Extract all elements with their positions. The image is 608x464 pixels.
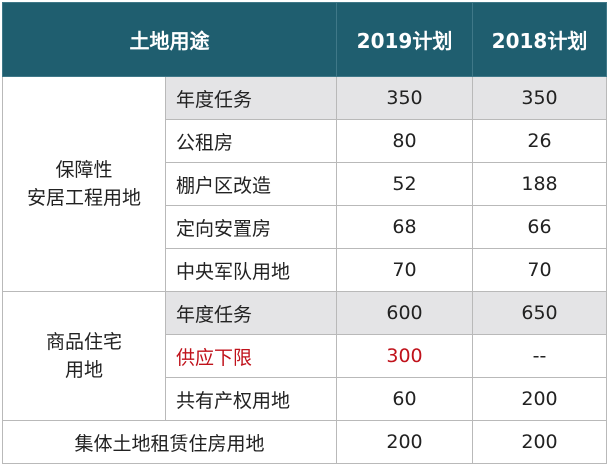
footer-label-cell: 集体土地租赁住房用地 (2, 420, 337, 464)
header-2019-plan: 2019计划 (336, 2, 473, 77)
group-label-line: 安居工程用地 (26, 187, 141, 209)
value-2019-cell: 350 (336, 76, 473, 120)
table-row: 共有产权用地 60 200 (3, 377, 607, 421)
item-cell: 定向安置房 (165, 205, 337, 249)
item-cell: 年度任务 (165, 291, 337, 335)
item-cell: 共有产权用地 (165, 377, 337, 421)
value-2019-cell: 60 (336, 377, 473, 421)
group-label: 保障性 安居工程用地 (2, 76, 166, 292)
value-2019-cell: 80 (336, 119, 473, 163)
table-row: 保障性 安居工程用地 年度任务 350 350 (2, 76, 607, 292)
table-row: 公租房 80 26 (3, 119, 607, 163)
table-row: 集体土地租赁住房用地 200 200 (2, 420, 607, 464)
item-cell: 年度任务 (165, 76, 337, 120)
group-label-line: 商品住宅 (45, 331, 122, 353)
item-cell: 中央军队用地 (165, 248, 337, 292)
value-2018-cell: 650 (472, 291, 607, 335)
value-2018-cell: 188 (472, 162, 607, 206)
table-row: 中央军队用地 70 70 (3, 248, 607, 292)
value-2019-cell: 600 (336, 291, 473, 335)
item-cell: 公租房 (165, 119, 337, 163)
table-row: 供应下限 300 -- (3, 334, 607, 378)
header-2018-plan: 2018计划 (472, 2, 607, 77)
table-row: 定向安置房 68 66 (3, 205, 607, 249)
value-2018-cell: 200 (472, 377, 607, 421)
table-row: 棚户区改造 52 188 (3, 162, 607, 206)
item-cell: 棚户区改造 (165, 162, 337, 206)
value-2018-cell: 26 (472, 119, 607, 163)
table-body: 保障性 安居工程用地 年度任务 350 350 公租房 80 26 棚户区改造 52 188 定向安置… (2, 76, 607, 464)
value-2019-cell: 300 (336, 334, 473, 378)
header-land-use: 土地用途 (2, 2, 337, 77)
value-2019-cell: 52 (336, 162, 473, 206)
value-2019-cell: 70 (336, 248, 473, 292)
group-label: 商品住宅 用地 (2, 291, 166, 421)
table-row: 商品住宅 用地 年度任务 600 650 (2, 291, 607, 421)
value-2018-cell: 350 (472, 76, 607, 120)
item-cell: 供应下限 (165, 334, 337, 378)
value-2018-cell: -- (472, 334, 607, 378)
value-2018-cell: 70 (472, 248, 607, 292)
value-2018-cell: 200 (472, 420, 607, 464)
value-2019-cell: 200 (336, 420, 473, 464)
value-2018-cell: 66 (472, 205, 607, 249)
value-2019-cell: 68 (336, 205, 473, 249)
group-label-line: 用地 (64, 359, 103, 381)
group-label-line: 保障性 (55, 159, 113, 181)
header-row: 土地用途 2019计划 2018计划 (2, 2, 607, 77)
